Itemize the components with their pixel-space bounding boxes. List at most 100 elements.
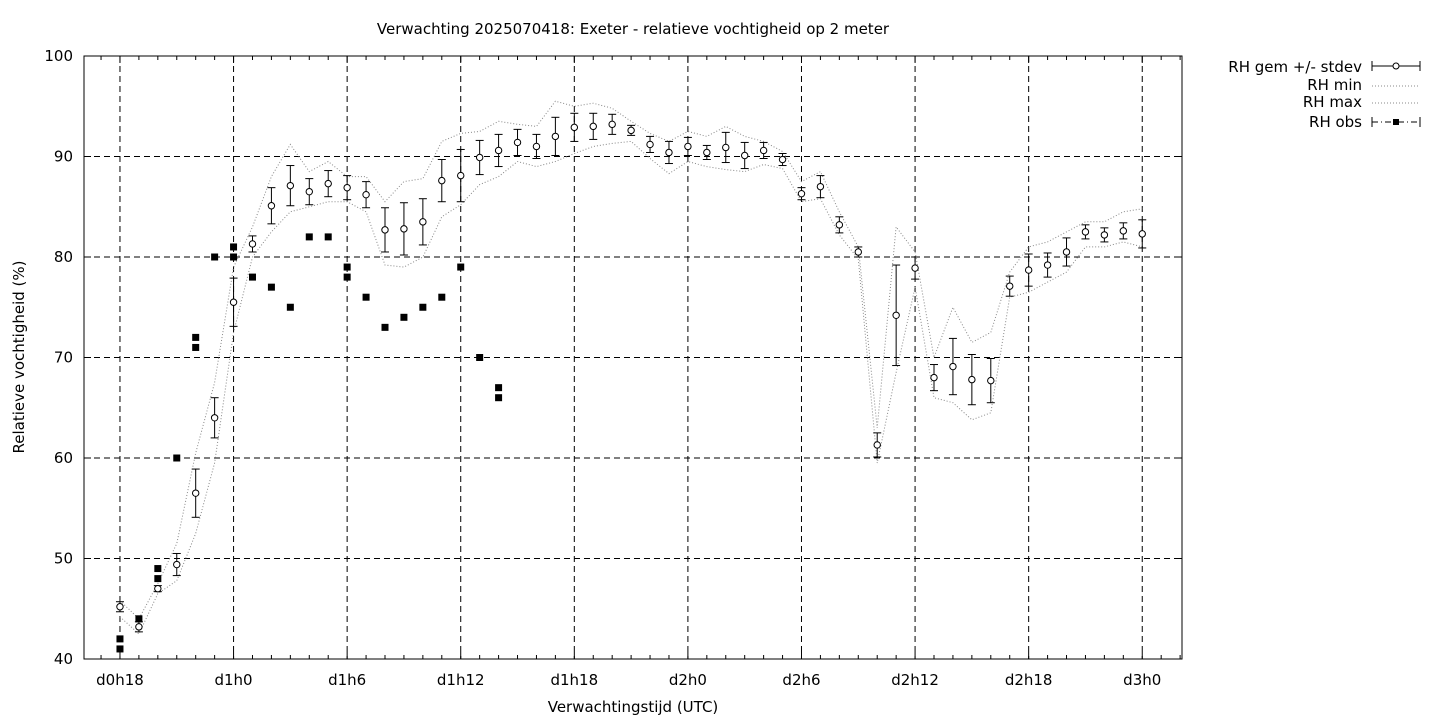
mean-point [494,146,503,155]
obs-point [476,354,484,361]
y-tick-label: 80 [54,248,73,266]
x-tick-label: d0h18 [96,671,144,689]
x-tick-label: d2h6 [782,671,820,689]
mean-point [419,218,427,226]
mean-point [892,311,900,319]
rh-max-line [119,100,1143,620]
legend: RH gem +/- stdev RH min RH max RH obs [1228,58,1421,131]
mean-point [248,240,257,248]
y-tick-label: 40 [54,650,73,668]
mean-point [873,441,881,449]
mean-point [665,148,673,157]
legend-symbol-obs [1371,117,1421,127]
mean-point [210,414,219,422]
x-tick-label: d2h12 [891,671,939,689]
mean-point [362,190,370,199]
obs-point [154,565,162,573]
error-bars [115,112,1147,633]
obs-point [362,293,370,301]
obs-point [324,233,332,241]
rh-min-line [119,140,1143,635]
x-tick-label: d2h18 [1005,671,1053,689]
obs-points [116,233,503,653]
mean-point [816,182,825,191]
obs-point [154,575,162,583]
y-tick-label: 70 [54,349,73,367]
mean-point [949,362,957,371]
mean-point [324,179,332,188]
obs-point [192,333,200,341]
x-tick-label: d1h18 [550,671,598,689]
obs-point [116,635,124,643]
mean-point [191,489,200,497]
y-tick-label: 90 [54,148,73,166]
obs-point [192,343,200,351]
mean-point [135,623,143,631]
mean-point [532,142,541,151]
mean-point [759,146,768,155]
mean-point [229,298,238,306]
x-axis-label: Verwachtingstijd (UTC) [548,698,719,716]
mean-point [797,189,806,198]
x-tick-label: d1h12 [437,671,485,689]
mean-point [930,373,938,382]
obs-point [495,394,503,402]
mean-point [722,143,730,152]
mean-points [116,120,1146,631]
obs-point [211,253,219,261]
obs-point [343,273,351,281]
x-tick-label: d3h0 [1123,671,1161,689]
obs-point [305,233,313,241]
obs-point [438,293,446,301]
obs-point [230,243,238,251]
mean-point [703,148,711,157]
mean-point [911,264,919,272]
mean-point [286,181,295,190]
mean-point [457,171,465,180]
mean-point [987,376,995,385]
x-axis-ticks: d0h18 d1h0 d1h6 d1h12 d1h18 d2h0 d2h6 d2h12 d2h1… [96,56,1181,689]
obs-point [495,384,503,392]
x-tick-label: d1h6 [328,671,366,689]
obs-point [400,313,408,321]
legend-label-mean: RH gem +/- stdev [1228,58,1362,76]
mean-point [1062,248,1071,256]
mean-point [438,176,446,185]
mean-point [1006,282,1014,290]
mean-point [646,140,654,149]
mean-point [343,183,351,192]
y-tick-label: 100 [44,47,73,65]
obs-point [248,273,256,281]
min-max-band [119,100,1143,635]
mean-point [854,248,862,256]
gridlines [84,56,1182,659]
obs-point [230,253,238,261]
y-axis-label: Relatieve vochtigheid (%) [10,260,28,453]
x-tick-label: d1h0 [214,671,252,689]
obs-point [381,323,389,331]
mean-point [1138,230,1146,238]
mean-point [589,122,597,131]
mean-point [608,120,616,129]
mean-point [513,138,522,147]
obs-point [135,615,143,623]
obs-point [457,263,465,271]
legend-label-max: RH max [1303,93,1362,111]
mean-point [1119,227,1128,235]
mean-point [835,221,844,229]
y-tick-label: 60 [54,449,73,467]
mean-point [684,142,692,151]
obs-point [343,263,351,271]
y-tick-label: 50 [54,550,73,568]
obs-point [286,303,294,311]
legend-label-obs: RH obs [1309,113,1362,131]
mean-point [400,225,408,233]
mean-point [740,151,749,160]
obs-point [267,283,275,291]
mean-point [1024,266,1033,274]
mean-point [1100,231,1109,239]
mean-point [778,155,787,164]
chart-title: Verwachting 2025070418: Exeter - relatie… [377,20,890,38]
x-tick-label: d2h0 [669,671,707,689]
